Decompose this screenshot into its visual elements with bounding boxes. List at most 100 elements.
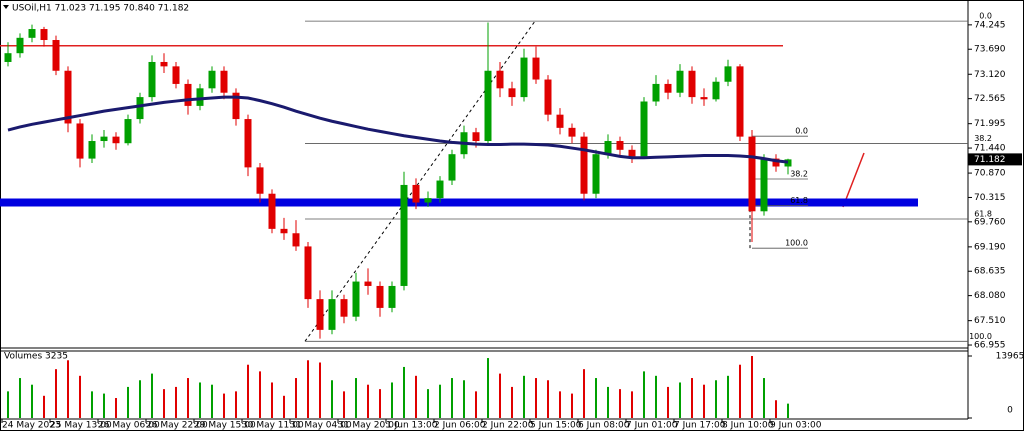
y-tick-label: 74.245 [974,20,1006,30]
volume-bar [247,364,249,418]
candle-body [196,88,204,106]
volume-bar [439,384,441,418]
volume-tick-label: 13965 [996,351,1024,361]
candle-body [688,70,696,98]
volume-bar [475,391,477,418]
menu-triangle[interactable] [3,5,9,9]
volume-bar [523,375,525,418]
x-tick-label: 7 Jun 01:00 [626,421,678,431]
fib-label: 100.0 [969,332,992,341]
volume-bar [511,386,513,418]
volume-bar [403,366,405,418]
volume-bar [463,380,465,418]
volume-bar [115,398,117,418]
volume-bar [223,393,225,418]
candle-body [676,70,684,93]
y-tick-label: 69.190 [974,242,1006,252]
x-tick-label: 7 Jun 17:00 [674,421,726,431]
volume-bar [727,375,729,418]
candle-body [304,246,312,300]
volume-bar [19,378,21,418]
candle-body [412,184,420,203]
candle-body [700,97,708,100]
candle-body [568,127,576,137]
candle-body [520,57,528,98]
candle-body [376,285,384,308]
candle-body [448,154,456,181]
candle-body [628,149,636,157]
x-tick-label: 25 May 13:00 [50,421,112,431]
candle-body [580,136,588,194]
volume-tick-label: 0 [1007,406,1013,416]
volume-bar [91,391,93,418]
volume-bar [79,375,81,418]
candle-body [100,136,108,142]
volume-bar [571,393,573,418]
candle-body [112,136,120,144]
volume-bar [415,375,417,418]
volume-bar [487,358,489,418]
volume-bar [535,378,537,418]
volume-bar [367,384,369,418]
volume-bar [607,386,609,418]
volume-bar [103,393,105,418]
volume-bar [55,369,57,418]
volume-bar [355,378,357,418]
volume-bar [583,369,585,418]
volume-bar [163,389,165,418]
fib-label: 61.8 [790,196,808,205]
candle-body [724,66,732,82]
y-tick-label: 73.690 [974,45,1006,55]
volume-bar [427,389,429,418]
volume-bar [379,389,381,418]
volume-bar [31,384,33,418]
candle-body [736,66,744,137]
annotation-arrow [842,152,865,208]
volume-bar [643,371,645,418]
volume-bar [343,391,345,418]
candle-body [364,281,372,286]
volume-bar [691,378,693,418]
fib-label: 38.2 [790,169,808,178]
candle-body [124,119,132,144]
x-tick-label: 2 Jun 06:00 [434,421,486,431]
y-tick-label: 70.870 [974,169,1006,179]
volume-bar [307,360,309,418]
candle-body [316,299,324,330]
volume-bar [619,389,621,418]
volume-bar [715,380,717,418]
candle-body [532,57,540,80]
candle-body [664,83,672,93]
candle-body [160,61,168,67]
volume-bar [151,373,153,418]
x-tick-label: 26 May 22:00 [146,421,208,431]
candle-body [640,101,648,157]
candle-body [4,53,12,62]
volume-bar [43,395,45,418]
x-tick-label: 29 May 15:00 [194,421,256,431]
volume-bar [187,378,189,418]
candle-body [616,141,624,150]
volume-bar [451,378,453,418]
volume-bar [739,364,741,418]
candle-body [772,158,780,167]
candle-body [508,88,516,98]
volume-bar [139,380,141,418]
fib-label: 61.8 [974,209,992,218]
candle-body [232,92,240,120]
candle-body [280,228,288,234]
volume-bar [127,386,129,418]
y-tick-label: 67.510 [974,316,1006,326]
candle-body [40,29,48,41]
volume-bar [235,391,237,418]
y-tick-label: 68.635 [974,267,1006,277]
volume-bar [655,375,657,418]
volume-bar [559,391,561,418]
volume-bar [751,355,753,418]
candle-body [172,66,180,84]
candle-body [424,198,432,203]
x-tick-label: 9 Jun 03:00 [770,421,822,431]
candle-body [556,114,564,128]
volume-bar [331,380,333,418]
volume-bar [295,378,297,418]
